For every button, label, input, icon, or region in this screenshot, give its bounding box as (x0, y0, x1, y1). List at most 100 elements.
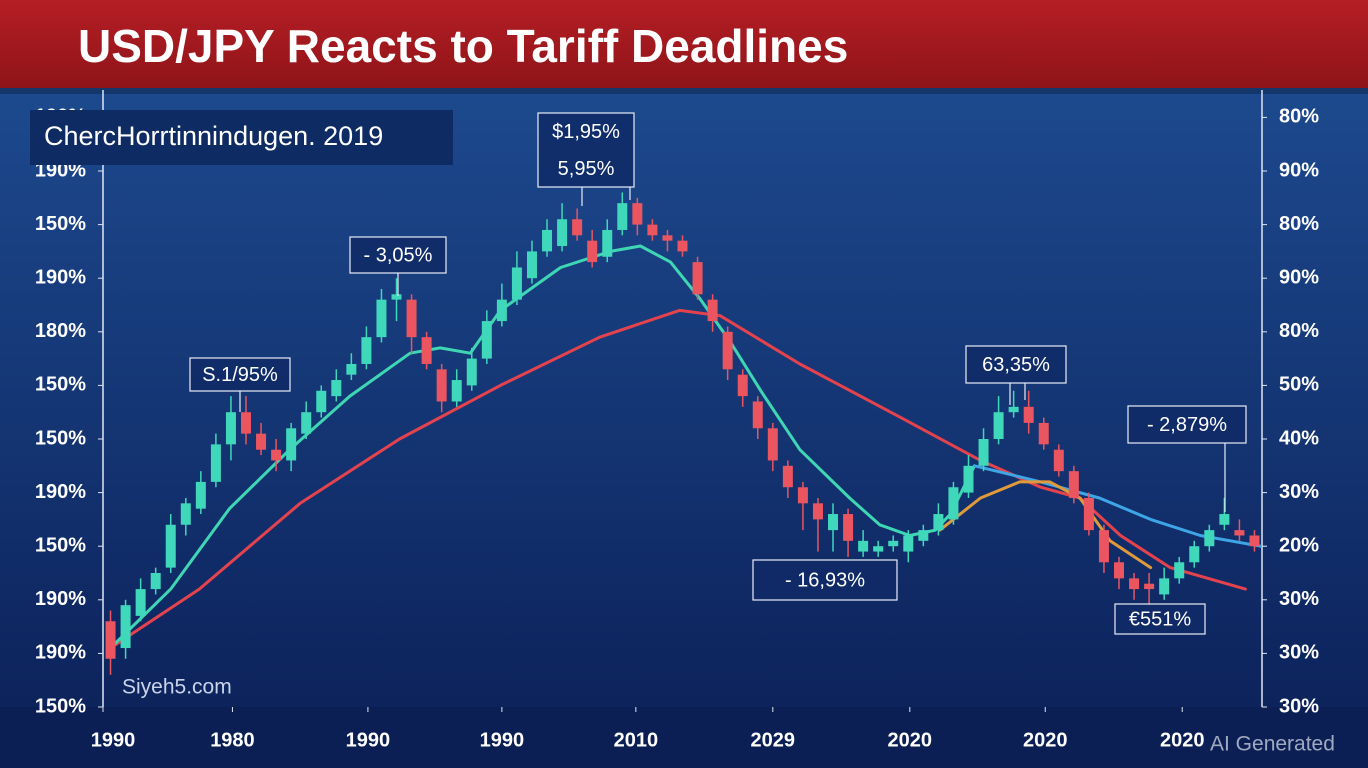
candle-body (361, 337, 372, 364)
subtitle: ChercHorrtinnindugen. 2019 (44, 121, 383, 151)
y-tick-label: 150% (35, 534, 86, 556)
candle-body (1083, 497, 1094, 531)
candle-body (1234, 530, 1245, 536)
y-tick-label: 150% (35, 374, 86, 396)
candle-body (1144, 583, 1155, 590)
candle-body (767, 428, 778, 461)
candle-body (1174, 562, 1185, 579)
annotation-box (349, 236, 447, 274)
annotation-label: - 3,05% (364, 244, 433, 266)
candle-body (150, 573, 161, 590)
candle-body (752, 401, 763, 429)
watermark: Siyeh5.com (122, 676, 232, 699)
candle-body (1219, 514, 1230, 525)
x-tick-label: 1990 (480, 729, 525, 751)
annotation-box (1127, 405, 1247, 444)
candle-body (692, 262, 703, 295)
candle-body (436, 369, 447, 402)
candle-body (466, 358, 477, 386)
y2-tick-label: 20% (1279, 534, 1319, 556)
candle-body (256, 433, 267, 450)
annotation-label: €551% (1129, 608, 1191, 630)
candle-body (105, 621, 116, 659)
candle-body (572, 219, 583, 236)
y-tick-label: 150% (35, 427, 86, 449)
annotation-box (1114, 603, 1206, 635)
y-tick-label: 180% (35, 320, 86, 342)
y2-tick-label: 90% (1279, 266, 1319, 288)
candle-body (587, 240, 598, 263)
candle-body (812, 503, 823, 520)
chart-title: USD/JPY Reacts to Tariff Deadlines (78, 20, 848, 72)
candle-body (1129, 578, 1140, 590)
x-tick-label: 2020 (1160, 729, 1205, 751)
candle-body (120, 605, 131, 649)
x-tick-label: 2029 (751, 729, 796, 751)
candle-body (843, 514, 854, 541)
annotation-label: $1,95% (552, 121, 620, 143)
y2-tick-label: 30% (1279, 642, 1319, 664)
candle-body (677, 240, 688, 252)
candle-body (602, 229, 613, 257)
candle-body (135, 589, 146, 616)
annotation-box (752, 559, 898, 601)
candle-body (963, 465, 974, 493)
candle-body (647, 224, 658, 236)
x-tick-label: 2020 (888, 729, 933, 751)
candle-body (722, 331, 733, 370)
overlay: ChercHorrtinnindugen. 2019 Siyeh5.com AI… (30, 110, 1335, 756)
candle-body (557, 219, 568, 247)
annotation-box (965, 345, 1067, 384)
candle-body (1114, 562, 1125, 579)
y2-tick-label: 50% (1279, 374, 1319, 396)
candle-body (542, 229, 553, 252)
candle-body (1053, 449, 1064, 472)
x-tick-label: 2020 (1023, 729, 1068, 751)
trend-line (109, 308, 1247, 650)
y-tick-label: 190% (35, 481, 86, 503)
candle-body (1038, 422, 1049, 445)
candle-body (662, 235, 673, 241)
annotation-label: - 2,879% (1147, 414, 1227, 436)
candle-body (301, 412, 312, 434)
y-tick-label: 150% (35, 695, 86, 717)
candle-body (195, 481, 206, 509)
candle-body (858, 540, 869, 552)
candle-body (271, 449, 282, 461)
candle-body (451, 380, 462, 402)
candle-body (286, 428, 297, 461)
candle-body (737, 374, 748, 397)
candle-body (526, 251, 537, 279)
x-tick-label: 1980 (210, 729, 255, 751)
trend-line (109, 244, 976, 650)
y-tick-label: 150% (35, 213, 86, 235)
annotation-label: 63,35% (982, 354, 1050, 376)
candle-body (376, 299, 387, 338)
candle-body (1159, 578, 1170, 595)
candle-body (1204, 530, 1215, 547)
candle-body (1023, 406, 1034, 423)
y2-tick-label: 80% (1279, 213, 1319, 235)
candle-body (993, 412, 1004, 439)
ai-badge: AI Generated (1210, 733, 1335, 756)
candle-body (331, 380, 342, 397)
candle-body (165, 524, 176, 568)
annotation-box (189, 357, 291, 392)
candle-body (918, 530, 929, 541)
candle-body (978, 439, 989, 466)
candle-body (511, 267, 522, 300)
x-axis-band (0, 707, 1368, 768)
banner-shadow (0, 86, 1368, 94)
candle-body (903, 535, 914, 552)
y-tick-label: 190% (35, 588, 86, 610)
annotation-box (537, 112, 635, 188)
candle-body (406, 299, 417, 338)
candle-body (617, 203, 628, 230)
candle-body (632, 203, 643, 225)
y2-tick-label: 80% (1279, 106, 1319, 128)
candle-body (225, 412, 236, 445)
candle-body (888, 540, 899, 547)
annotation-label: 5,95% (558, 158, 615, 180)
